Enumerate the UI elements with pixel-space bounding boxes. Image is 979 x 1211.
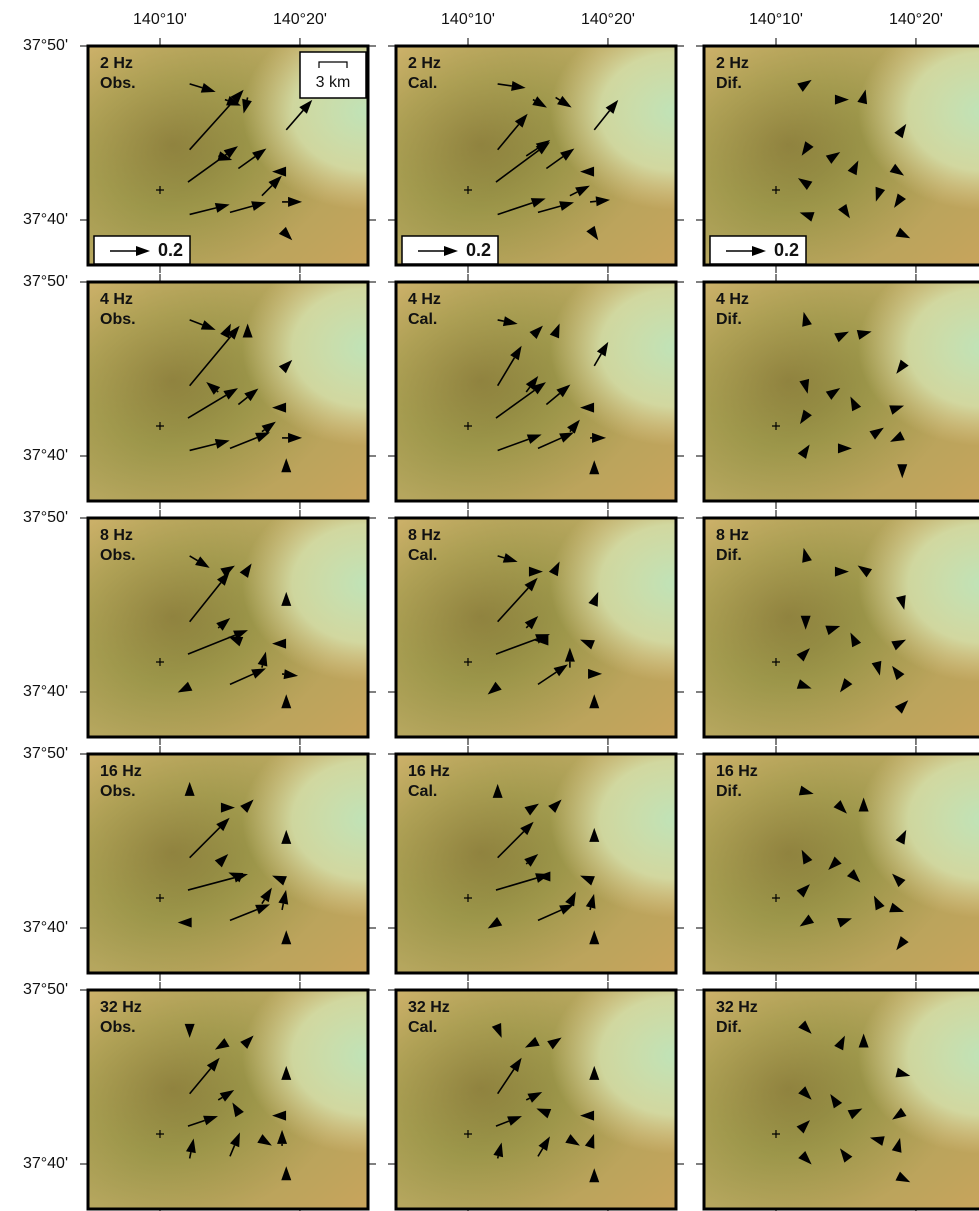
scale-bar: 3 km <box>300 52 366 98</box>
page: {"lon_ticks":[{"value":140.1667,"label":… <box>0 0 979 1211</box>
lon-label: 140°10' <box>749 11 803 28</box>
lat-label: 37°40' <box>23 919 68 936</box>
lon-label: 140°20' <box>273 11 327 28</box>
type-label: Dif. <box>716 1019 742 1036</box>
freq-label: 16 Hz <box>716 763 758 780</box>
lat-label: 37°50' <box>23 37 68 54</box>
reference-label: 0.2 <box>158 240 183 260</box>
lat-label: 37°50' <box>23 745 68 762</box>
type-label: Cal. <box>408 547 437 564</box>
reference-box: 0.2 <box>94 236 190 264</box>
reference-label: 0.2 <box>466 240 491 260</box>
arrow-shaft <box>498 1156 499 1158</box>
freq-label: 16 Hz <box>408 763 450 780</box>
map-panel: 8 Hz Cal. <box>396 518 676 737</box>
type-label: Dif. <box>716 547 742 564</box>
map-panel: 8 Hz Dif. <box>704 518 979 737</box>
type-label: Dif. <box>716 311 742 328</box>
freq-label: 4 Hz <box>408 291 441 308</box>
type-label: Cal. <box>408 75 437 92</box>
type-label: Obs. <box>100 547 136 564</box>
arrow-shaft <box>533 100 535 101</box>
arrow-shaft <box>218 627 219 628</box>
arrow-shaft <box>570 430 571 431</box>
map-panel: 16 Hz Dif. <box>704 754 979 973</box>
map-panel: 2 Hz Cal. 0.2 <box>396 46 676 265</box>
map-panel: 16 Hz Obs. <box>88 754 368 973</box>
type-label: Cal. <box>408 783 437 800</box>
plain <box>396 754 676 973</box>
arrow-shaft <box>590 201 596 202</box>
map-panel: 16 Hz Cal. <box>396 754 676 973</box>
type-label: Dif. <box>716 783 742 800</box>
lon-label: 140°10' <box>133 11 187 28</box>
lon-label: 140°10' <box>441 11 495 28</box>
figure: 37°50' 37°40' 2 Hz Obs. 0.2 3 km 140°10' 140°20… <box>0 0 979 1211</box>
map-panel: 4 Hz Cal. <box>396 282 676 501</box>
reference-box: 0.2 <box>710 236 806 264</box>
freq-label: 2 Hz <box>716 55 749 72</box>
type-label: Obs. <box>100 75 136 92</box>
freq-label: 32 Hz <box>100 999 142 1016</box>
type-label: Cal. <box>408 1019 437 1036</box>
freq-label: 4 Hz <box>100 291 133 308</box>
type-label: Obs. <box>100 311 136 328</box>
arrow-shaft <box>590 908 591 910</box>
plain <box>396 46 676 265</box>
lon-label: 140°20' <box>581 11 635 28</box>
freq-label: 32 Hz <box>408 999 450 1016</box>
lat-label: 37°40' <box>23 1155 68 1172</box>
type-label: Dif. <box>716 75 742 92</box>
plain <box>704 46 979 265</box>
lat-label: 37°50' <box>23 273 68 290</box>
scale-label: 3 km <box>316 74 351 91</box>
arrow-shaft <box>225 100 228 101</box>
freq-label: 2 Hz <box>100 55 133 72</box>
lat-label: 37°40' <box>23 211 68 228</box>
freq-label: 2 Hz <box>408 55 441 72</box>
lat-label: 37°40' <box>23 683 68 700</box>
map-panel: 8 Hz Obs. <box>88 518 368 737</box>
map-panel: 2 Hz Obs. 0.2 3 km <box>88 46 368 265</box>
freq-label: 4 Hz <box>716 291 749 308</box>
freq-label: 8 Hz <box>100 527 133 544</box>
plain <box>704 282 979 501</box>
map-panel: 32 Hz Dif. <box>704 990 979 1209</box>
freq-label: 8 Hz <box>408 527 441 544</box>
arrow-shaft <box>247 97 248 99</box>
lon-label: 140°20' <box>889 11 943 28</box>
lat-label: 37°50' <box>23 981 68 998</box>
map-panel: 4 Hz Obs. <box>88 282 368 501</box>
reference-box: 0.2 <box>402 236 498 264</box>
arrow-shaft <box>217 391 218 392</box>
freq-label: 32 Hz <box>716 999 758 1016</box>
lat-label: 37°40' <box>23 447 68 464</box>
type-label: Obs. <box>100 783 136 800</box>
type-label: Obs. <box>100 1019 136 1036</box>
freq-label: 8 Hz <box>716 527 749 544</box>
arrow-shaft <box>262 665 263 667</box>
map-panel: 4 Hz Dif. <box>704 282 979 501</box>
type-label: Cal. <box>408 311 437 328</box>
plain <box>396 518 676 737</box>
map-panel: 2 Hz Dif. 0.2 <box>704 46 979 265</box>
lat-label: 37°50' <box>23 509 68 526</box>
map-panel: 32 Hz Obs. <box>88 990 368 1209</box>
plain <box>704 518 979 737</box>
arrow-shaft <box>526 863 527 864</box>
plain <box>396 990 676 1209</box>
freq-label: 16 Hz <box>100 763 142 780</box>
plain <box>704 990 979 1209</box>
reference-label: 0.2 <box>774 240 799 260</box>
map-panel: 32 Hz Cal. <box>396 990 676 1209</box>
